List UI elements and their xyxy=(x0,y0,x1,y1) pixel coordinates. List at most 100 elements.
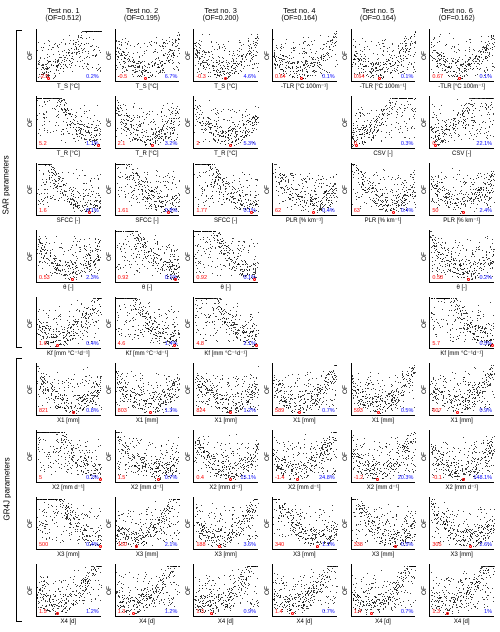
col-header-5: Test no. 6(OF=0.162) xyxy=(417,2,496,28)
scatter-plot: 0.670.1% xyxy=(429,29,494,82)
blue-value: 3.6% xyxy=(243,542,256,548)
cell-8-2: OF1.30.9%X4 [d] xyxy=(181,563,260,630)
xlabel: Kf [mm °C⁻¹d⁻¹] xyxy=(26,349,101,361)
xlabel: CSV [-] xyxy=(341,149,416,161)
scatter-plot: 50.2% xyxy=(36,430,101,483)
cell-8-5: OF1.31%X4 [d] xyxy=(417,563,496,630)
blue-value: 0.4% xyxy=(401,208,414,214)
ylabel: OF xyxy=(183,163,193,216)
scatter-plot: 0.415.1% xyxy=(193,430,258,483)
cell-5-3: OF5890.7%X1 [mm] xyxy=(260,362,339,429)
col-header-3: Test no. 4(OF=0.164) xyxy=(260,2,339,28)
xlabel: T_S [°C] xyxy=(26,82,101,94)
red-value: 62 xyxy=(275,208,281,214)
red-value: 305 xyxy=(432,542,441,548)
ylabel: OF xyxy=(183,363,193,416)
ylabel: OF xyxy=(419,230,429,283)
xlabel: X3 [mm] xyxy=(105,550,180,562)
scatter-plot: 1.3 1% xyxy=(429,564,494,617)
scatter-plot: 1.31.2% xyxy=(115,564,180,617)
scatter-plot: 022.1% xyxy=(429,96,494,149)
cell-2-0: OF1.60.1%SFCC [-] xyxy=(24,162,103,229)
xlabel: X2 [mm d⁻¹] xyxy=(183,483,258,495)
cell-6-1: OF1.50.7%X2 [mm d⁻¹] xyxy=(103,429,182,496)
xlabel: X3 [mm] xyxy=(183,550,258,562)
red-value: 1.61 xyxy=(118,208,129,214)
cell-5-1: OF8031.3%X1 [mm] xyxy=(103,362,182,429)
blue-value: 0.2% xyxy=(479,275,492,281)
blue-value: 24.8% xyxy=(319,475,335,481)
cell-8-3: OF1.40.7%X4 [d] xyxy=(260,563,339,630)
red-value: 2 xyxy=(196,141,199,147)
scatter-plot: 1.51.2% xyxy=(36,564,101,617)
xlabel: X3 [mm] xyxy=(419,550,494,562)
cell-0-0: OF-2.50.2%T_S [°C] xyxy=(24,28,103,95)
blue-value: 0.7% xyxy=(322,609,335,615)
xlabel: T_S [°C] xyxy=(183,82,258,94)
row-theta: OF0.532.3%θ [-]OF0.920.1%θ [-]OF0.920.1%… xyxy=(24,229,496,296)
blue-value: 0.7% xyxy=(165,475,178,481)
red-value: 2.1 xyxy=(118,141,126,147)
scatter-plot: -2.50.2% xyxy=(36,29,101,82)
scatter-plot: 1.40.7% xyxy=(272,564,337,617)
ylabel: OF xyxy=(26,96,36,149)
ylabel: OF xyxy=(183,564,193,617)
col-header-4: Test no. 5(OF=0.164) xyxy=(339,2,418,28)
cell-4-4 xyxy=(339,296,418,363)
scatter-plot: 2.13.2% xyxy=(115,96,180,149)
xlabel: X1 [mm] xyxy=(183,416,258,428)
scatter-plot: -0.34.6% xyxy=(193,29,258,82)
xlabel: SFCC [-] xyxy=(183,216,258,228)
cell-0-2: OF-0.34.6%T_S [°C] xyxy=(181,28,260,95)
cell-0-3: OF0.640.1%-TLR [°C 100m⁻¹] xyxy=(260,28,339,95)
xlabel: X2 [mm d⁻¹] xyxy=(105,483,180,495)
cell-5-2: OF8241.2%X1 [mm] xyxy=(181,362,260,429)
red-value: 0.64 xyxy=(275,74,286,80)
red-value: 1.5 xyxy=(39,609,47,615)
red-value: -0.5 xyxy=(118,74,127,80)
red-value: 1.4 xyxy=(354,609,362,615)
ylabel: OF xyxy=(262,163,272,216)
red-value: 63 xyxy=(354,208,360,214)
cell-8-1: OF1.31.2%X4 [d] xyxy=(103,563,182,630)
row-Ts: OF-2.50.2%T_S [°C]OF-0.56.7%T_S [°C]OF-0… xyxy=(24,28,496,95)
red-value: 5.2 xyxy=(39,141,47,147)
row-Kf: OF1.60.4%Kf [mm °C⁻¹d⁻¹]OF4.61.4%Kf [mm … xyxy=(24,296,496,363)
cell-3-2: OF0.920.1%θ [-] xyxy=(181,229,260,296)
cell-4-1: OF4.61.4%Kf [mm °C⁻¹d⁻¹] xyxy=(103,296,182,363)
ylabel: OF xyxy=(341,96,351,149)
scatter-plot: 1502.1% xyxy=(115,497,180,550)
ylabel: OF xyxy=(26,297,36,350)
red-value: 1.3 xyxy=(432,609,440,615)
blue-value: 0.2% xyxy=(86,74,99,80)
scatter-plot: 8210.8% xyxy=(36,363,101,416)
row-X3: OF5000.4%X3 [mm]OF1502.1%X3 [mm]OF1883.6… xyxy=(24,496,496,563)
ylabel: OF xyxy=(262,497,272,550)
scatter-plot: 1.770.1% xyxy=(193,163,258,216)
scatter-plot: 8241.2% xyxy=(193,363,258,416)
red-value: 1.5 xyxy=(118,475,126,481)
xlabel: -TLR [°C 100m⁻¹] xyxy=(341,82,416,94)
xlabel: X2 [mm d⁻¹] xyxy=(26,483,101,495)
blue-value: 0.7% xyxy=(401,609,414,615)
plot-rows: OF-2.50.2%T_S [°C]OF-0.56.7%T_S [°C]OF-0… xyxy=(24,28,496,630)
blue-value: 0.1% xyxy=(322,74,335,80)
blue-value: 0.1% xyxy=(401,74,414,80)
xlabel: CSV [-] xyxy=(419,149,494,161)
figure-container: SAR parameters GR4J parameters Test no. … xyxy=(0,0,500,632)
blue-value: 1% xyxy=(484,609,492,615)
cell-6-4: OF-1.220.3%X2 [mm d⁻¹] xyxy=(339,429,418,496)
cell-5-0: OF8210.8%X1 [mm] xyxy=(24,362,103,429)
red-value: 1.3 xyxy=(196,609,204,615)
red-value: 0.92 xyxy=(196,275,207,281)
cell-1-5: OF022.1%CSV [-] xyxy=(417,95,496,162)
ylabel: OF xyxy=(26,363,36,416)
cell-5-5: OF6070.9%X1 [mm] xyxy=(417,362,496,429)
cell-2-3: OF620.4%PLR [% km⁻¹] xyxy=(260,162,339,229)
cell-1-2: OF25.3%T_R [°C] xyxy=(181,95,260,162)
gr4j-label: GR4J parameters xyxy=(3,459,12,521)
col-header-2: Test no. 3(OF=0.200) xyxy=(181,2,260,28)
scatter-plot: -1.424.8% xyxy=(272,430,337,483)
blue-value: 22.1% xyxy=(476,141,492,147)
ylabel: OF xyxy=(105,163,115,216)
